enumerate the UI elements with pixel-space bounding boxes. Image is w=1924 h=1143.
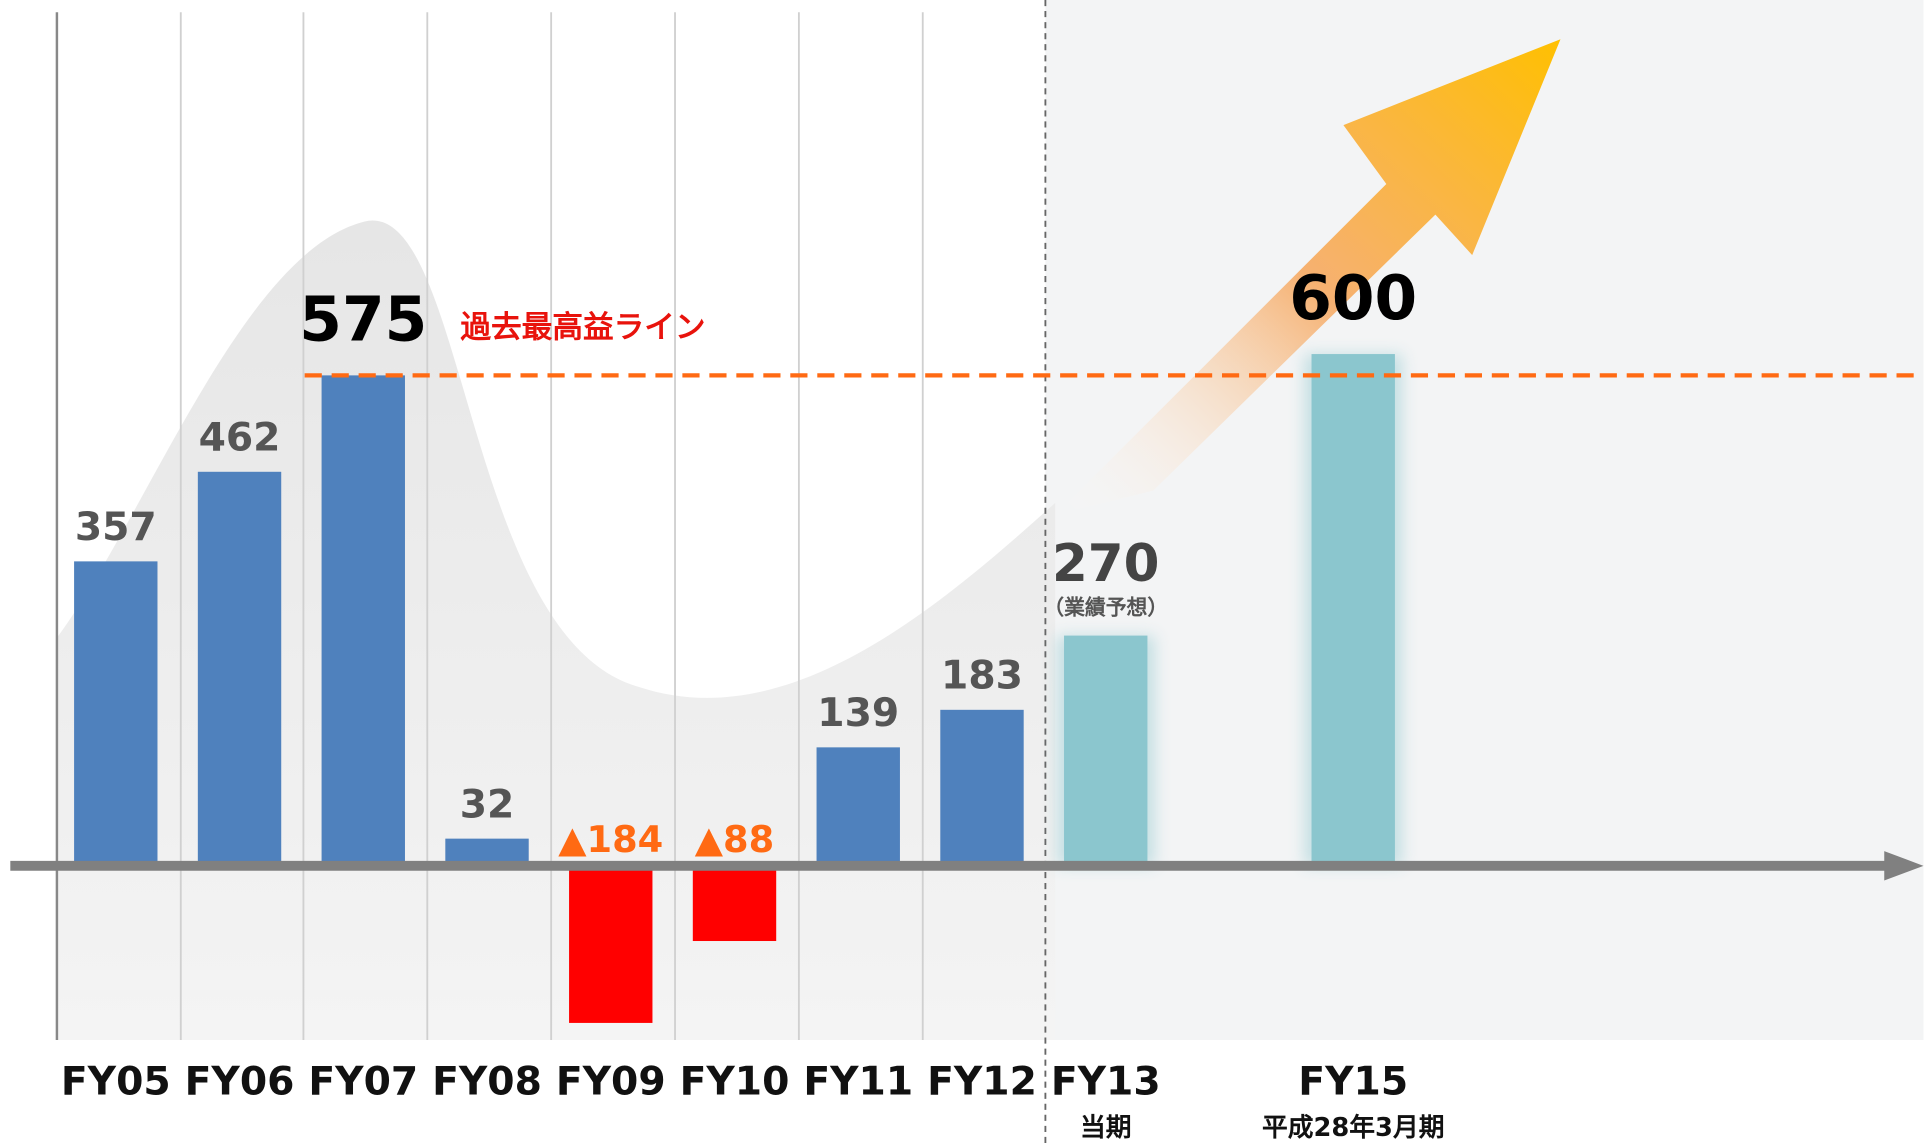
x-tick-label: FY10 xyxy=(680,1060,790,1105)
value-label: 32 xyxy=(460,782,515,827)
value-label: ▲88 xyxy=(695,818,774,861)
bar xyxy=(74,561,158,866)
x-tick-label: FY07 xyxy=(308,1060,418,1105)
growth-arrow xyxy=(1055,39,1561,516)
reference-label: 過去最高益ライン xyxy=(460,310,705,345)
x-tick-label: FY15 xyxy=(1298,1060,1408,1105)
value-label: 357 xyxy=(75,505,157,550)
annotation: （業績予想） xyxy=(1043,596,1168,620)
value-label: 575 xyxy=(299,284,427,355)
background-wave xyxy=(56,220,1056,1040)
x-tick-label: FY12 xyxy=(927,1060,1037,1105)
value-label: 600 xyxy=(1289,263,1417,334)
value-label: 139 xyxy=(817,691,899,736)
bar xyxy=(1311,354,1395,866)
bars xyxy=(74,354,1403,1023)
value-label: 270 xyxy=(1052,534,1160,594)
x-axis-arrow xyxy=(1884,851,1924,881)
value-label: ▲184 xyxy=(558,818,663,861)
bar xyxy=(1064,635,1148,866)
bar xyxy=(197,471,282,866)
bar xyxy=(816,747,900,866)
bar xyxy=(569,865,653,1023)
x-tick-label: FY06 xyxy=(185,1060,295,1105)
x-sublabel: 平成28年3月期 xyxy=(1262,1112,1445,1143)
x-sublabel: 当期 xyxy=(1080,1113,1131,1143)
bar xyxy=(321,375,405,866)
x-tick-label: FY05 xyxy=(61,1060,171,1105)
bar xyxy=(692,865,777,942)
value-label: 462 xyxy=(199,415,281,460)
x-tick-label: FY13 xyxy=(1051,1060,1161,1105)
x-tick-label: FY11 xyxy=(803,1060,913,1105)
x-tick-label: FY09 xyxy=(556,1060,666,1105)
value-label: 183 xyxy=(941,653,1023,698)
bar xyxy=(940,709,1024,866)
x-tick-label: FY08 xyxy=(432,1060,542,1105)
